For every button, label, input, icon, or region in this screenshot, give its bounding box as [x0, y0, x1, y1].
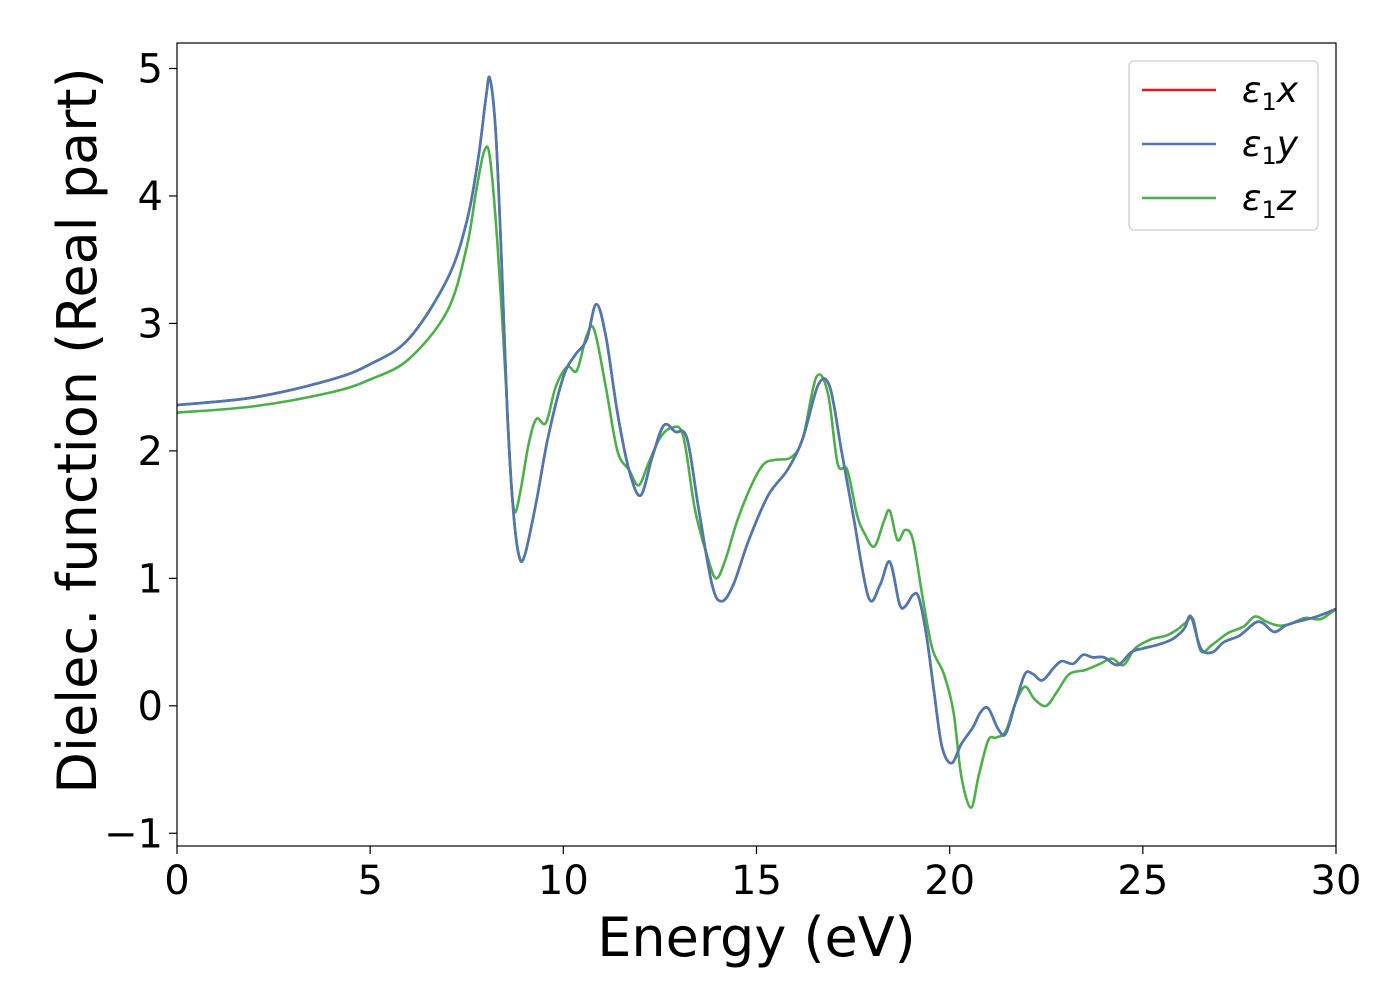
x-tick-label: 10: [538, 858, 589, 904]
y-axis-ticks: −1 0 1 2 3 4 5: [104, 46, 177, 857]
x-tick-label: 15: [731, 858, 782, 904]
y-tick-label: −1: [104, 811, 163, 857]
series-line-y: [177, 75, 1336, 765]
legend-label: ε1x: [1242, 70, 1299, 116]
y-tick-label: 1: [138, 556, 163, 602]
legend-label: ε1y: [1242, 124, 1299, 170]
legend-item-y: ε1y: [1142, 124, 1299, 170]
x-tick-label: 20: [924, 858, 975, 904]
series-line-z: [177, 145, 1336, 810]
y-tick-label: 5: [138, 46, 163, 92]
y-tick-label: 4: [138, 174, 163, 220]
y-axis-label: Dielec. function (Real part): [46, 67, 109, 793]
legend: ε1x ε1y ε1z: [1128, 60, 1319, 231]
legend-label: ε1z: [1242, 178, 1297, 224]
x-axis-ticks: 0 5 10 15 20 25 30: [164, 846, 1361, 904]
y-tick-label: 0: [138, 684, 163, 730]
y-tick-label: 3: [138, 301, 163, 347]
plot-lines: [177, 75, 1336, 810]
legend-item-x: ε1x: [1142, 70, 1299, 116]
x-tick-label: 0: [164, 858, 189, 904]
x-tick-label: 5: [357, 858, 382, 904]
legend-item-z: ε1z: [1142, 178, 1297, 224]
legend-box: [1128, 60, 1319, 231]
x-tick-label: 25: [1117, 858, 1168, 904]
y-tick-label: 2: [138, 429, 163, 475]
x-axis-label: Energy (eV): [597, 906, 916, 969]
x-tick-label: 30: [1311, 858, 1362, 904]
